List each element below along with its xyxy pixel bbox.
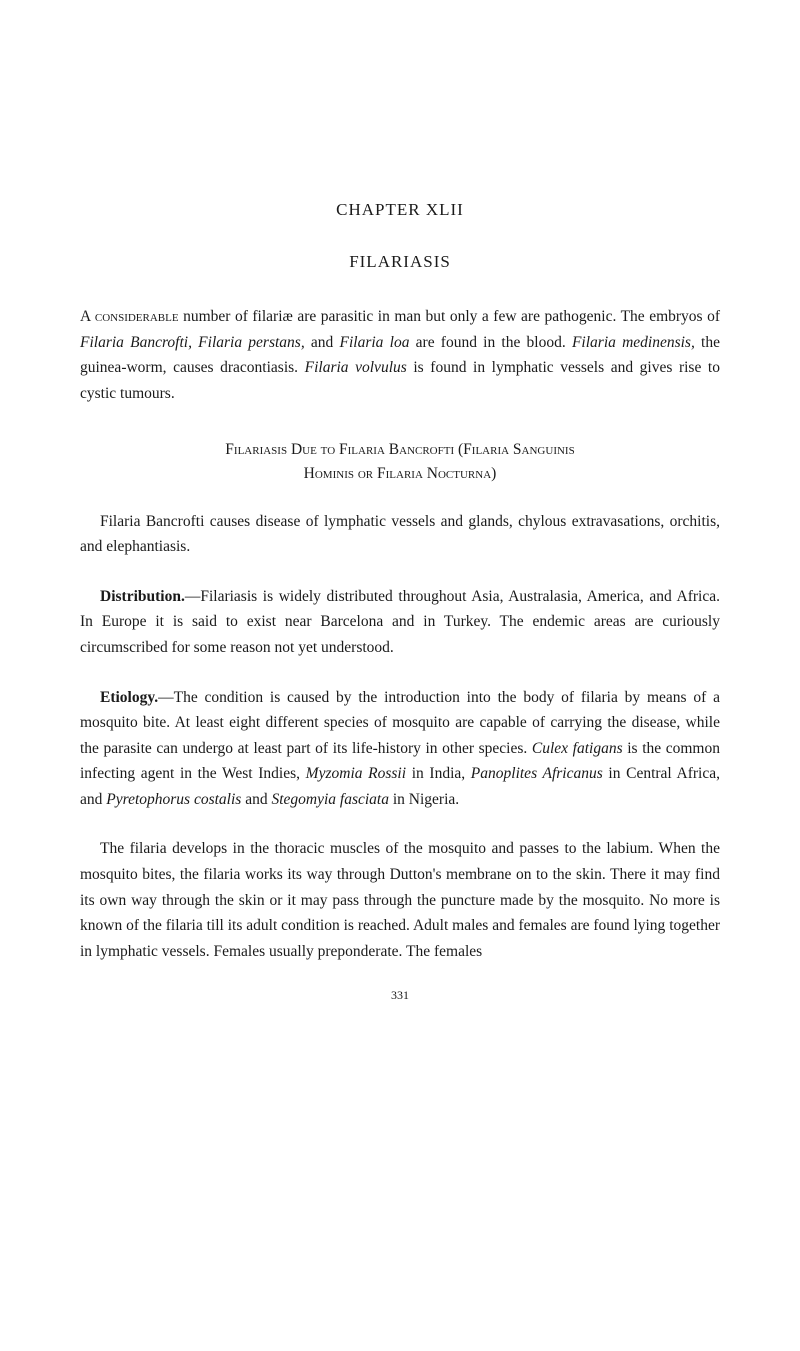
intro-italic2: Filaria loa [340, 334, 410, 351]
intro-prefix: A [80, 308, 95, 325]
chapter-heading: CHAPTER XLII [80, 200, 720, 220]
distribution-paragraph: Distribution.—Filariasis is widely distr… [80, 584, 720, 661]
section-heading-line1: Filariasis Due to Filaria Bancrofti (Fil… [225, 441, 574, 458]
section-heading: Filariasis Due to Filaria Bancrofti (Fil… [80, 438, 720, 485]
chapter-title: FILARIASIS [80, 252, 720, 272]
intro-italic3: Filaria medinensis, [572, 334, 695, 351]
etiology-italic3: Panoplites Africanus [471, 765, 603, 782]
document-page: CHAPTER XLII FILARIASIS A considerable n… [0, 0, 800, 1043]
etiology-label: Etiology. [100, 689, 158, 706]
section1-paragraph: Filaria Bancrofti causes disease of lymp… [80, 509, 720, 560]
intro-smallcaps: considerable [95, 308, 179, 325]
intro-italic4: Filaria volvulus [305, 359, 407, 376]
distribution-label: Distribution. [100, 588, 185, 605]
etiology-italic1: Culex fatigans [532, 740, 623, 757]
intro-italic1: Filaria Bancrofti, Filaria perstans, [80, 334, 305, 351]
intro-text2: and [305, 334, 340, 351]
page-number: 331 [80, 988, 720, 1003]
etiology-italic2: Myzomia Rossii [306, 765, 406, 782]
etiology-text6: in Nigeria. [389, 791, 459, 808]
etiology-italic4: Pyretophorus costalis [106, 791, 241, 808]
etiology-paragraph-2: The filaria develops in the thoracic mus… [80, 836, 720, 964]
etiology-text5: and [241, 791, 271, 808]
intro-text1: number of filariæ are parasitic in man b… [179, 308, 720, 325]
intro-paragraph: A considerable number of filariæ are par… [80, 304, 720, 406]
etiology-paragraph: Etiology.—The condition is caused by the… [80, 685, 720, 813]
intro-text3: are found in the blood. [409, 334, 572, 351]
etiology-text3: in India, [406, 765, 471, 782]
section-heading-line2: Hominis or Filaria Nocturna) [304, 465, 497, 482]
etiology-italic5: Stegomyia fasciata [271, 791, 389, 808]
